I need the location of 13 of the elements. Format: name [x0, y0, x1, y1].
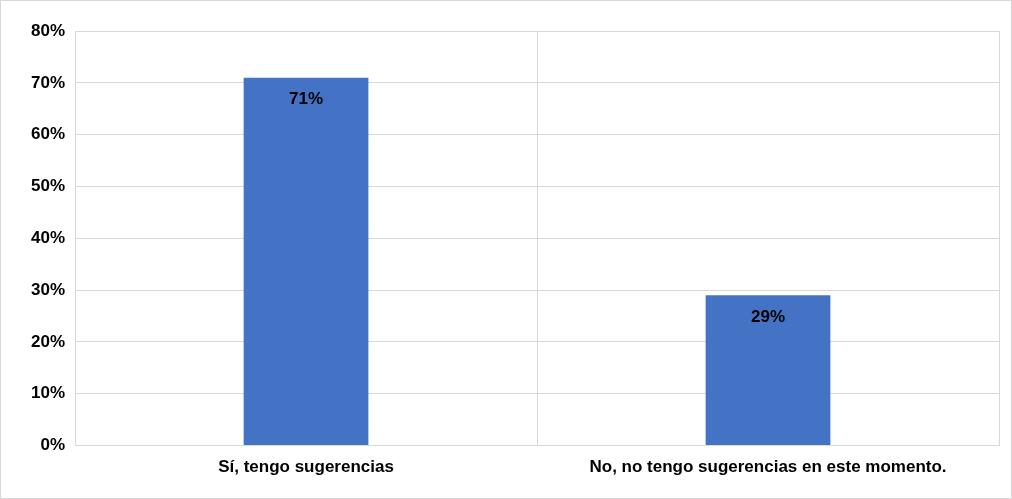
x-tick-label: No, no tengo sugerencias en este momento.	[589, 457, 947, 477]
y-tick-label: 20%	[30, 331, 66, 351]
y-tick-label: 10%	[30, 383, 66, 403]
y-tick-label: 80%	[30, 20, 66, 40]
data-label: 71%	[289, 89, 324, 109]
y-tick-label: 30%	[30, 279, 66, 299]
data-label: 29%	[750, 306, 786, 326]
y-tick-label: 70%	[30, 72, 66, 92]
x-tick-label: Sí, tengo sugerencias	[218, 457, 394, 477]
y-tick-label: 0%	[40, 435, 66, 455]
y-tick-label: 40%	[30, 227, 66, 247]
y-tick-label: 60%	[30, 124, 66, 144]
y-tick-label: 50%	[30, 176, 66, 196]
